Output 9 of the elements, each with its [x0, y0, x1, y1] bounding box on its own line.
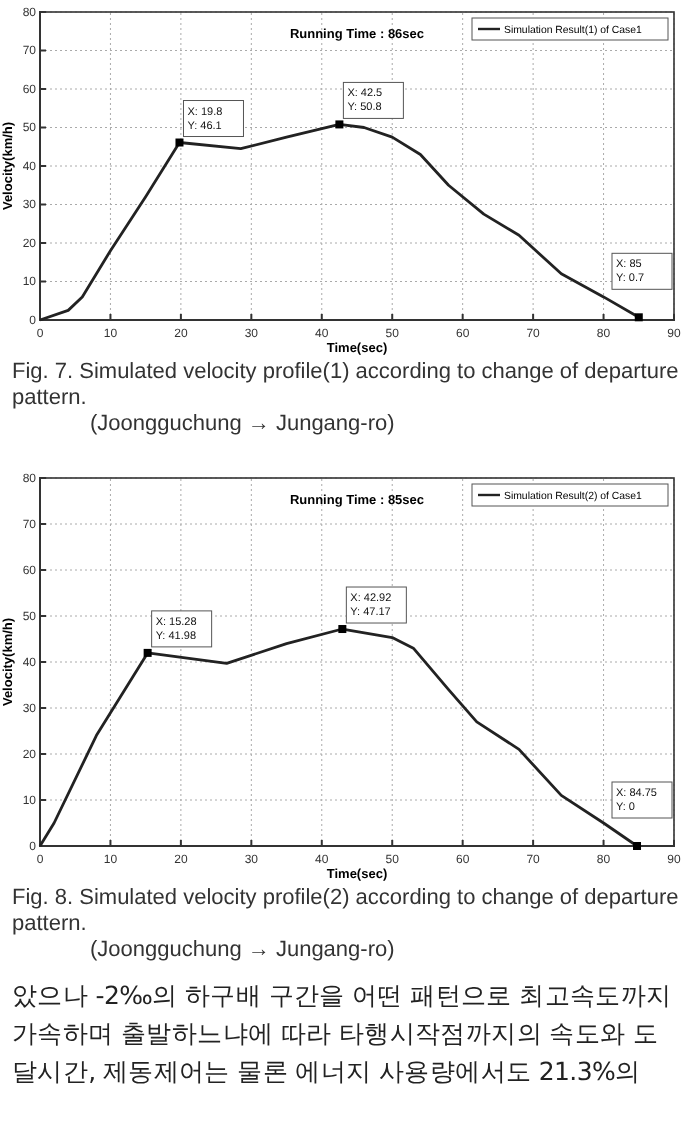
point	[338, 625, 347, 634]
point	[335, 120, 344, 129]
point	[143, 648, 152, 657]
caption: Fig. 7. Simulated velocity profile(1) according to change of departure pattern. (Joongguchung → Jungang-ro)	[12, 360, 681, 438]
point	[633, 842, 642, 850]
point	[175, 138, 184, 147]
text: 았으나 -2‰의 하구배 구간을 어떤 패턴으로 최고속도까지 가속하며 출발하느냐에 따라 타행시작점까지의 속도와 도달시간, 제동제어는 물론 에너지 사용량에서도 21.3%의	[10, 978, 674, 1090]
caption: Fig. 8. Simulated velocity profile(2) according to change of departure pattern. (Joongguchung → Jungang-ro)	[12, 886, 681, 964]
point	[634, 313, 643, 322]
